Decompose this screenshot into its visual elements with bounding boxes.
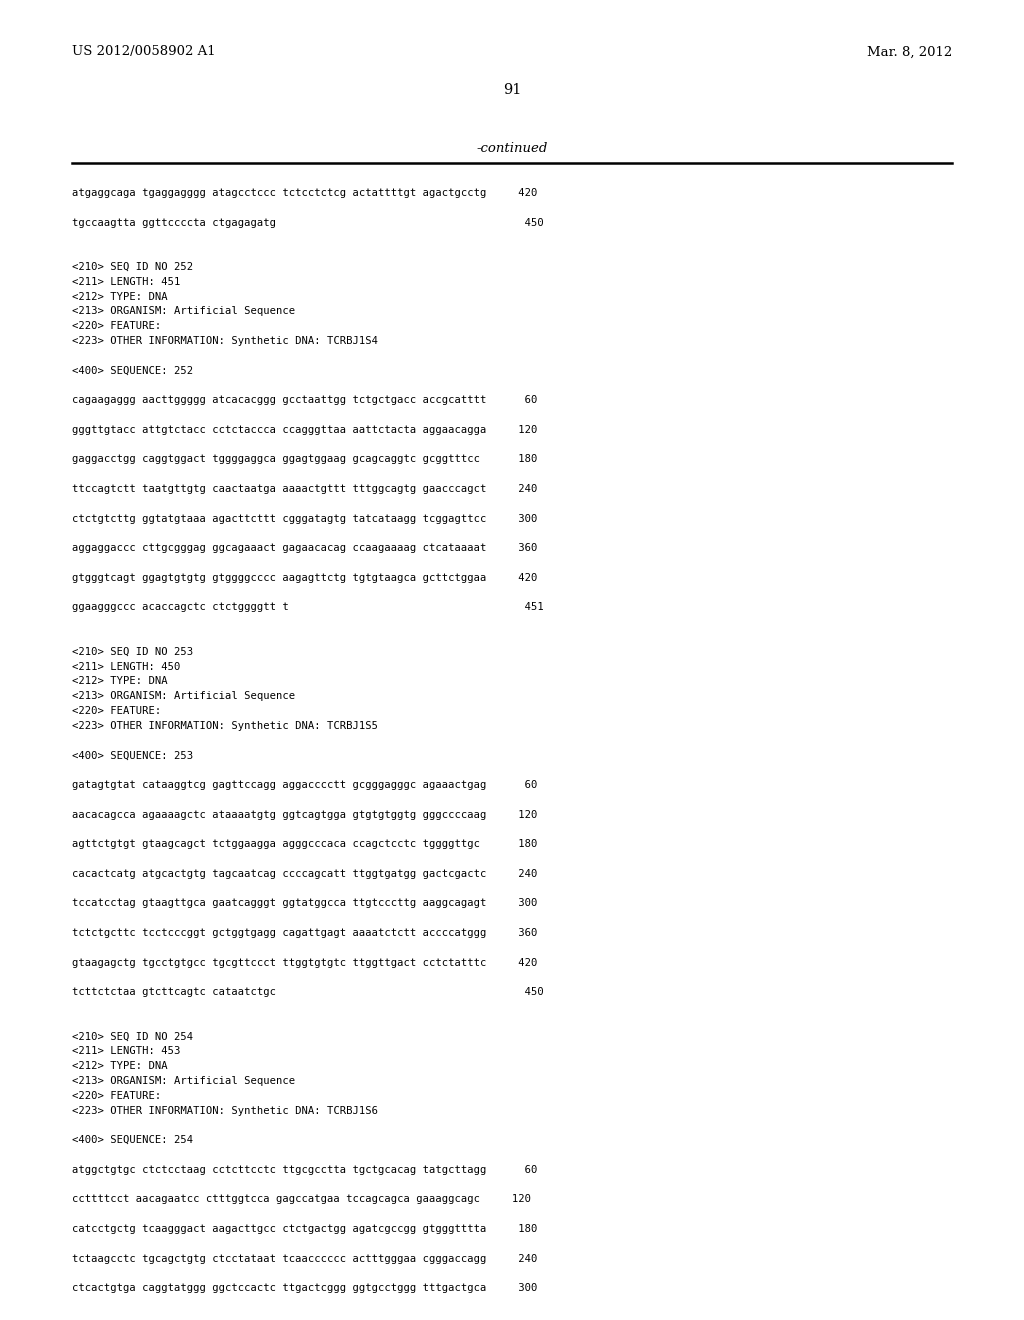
Text: catcctgctg tcaagggact aagacttgcc ctctgactgg agatcgccgg gtgggtttta     180: catcctgctg tcaagggact aagacttgcc ctctgac… [72, 1224, 538, 1234]
Text: aggaggaccc cttgcgggag ggcagaaact gagaacacag ccaagaaaag ctcataaaat     360: aggaggaccc cttgcgggag ggcagaaact gagaaca… [72, 544, 538, 553]
Text: gatagtgtat cataaggtcg gagttccagg aggacccctt gcgggagggc agaaactgag      60: gatagtgtat cataaggtcg gagttccagg aggaccc… [72, 780, 538, 789]
Text: <213> ORGANISM: Artificial Sequence: <213> ORGANISM: Artificial Sequence [72, 1076, 295, 1086]
Text: <211> LENGTH: 450: <211> LENGTH: 450 [72, 661, 180, 672]
Text: tccatcctag gtaagttgca gaatcagggt ggtatggcca ttgtcccttg aaggcagagt     300: tccatcctag gtaagttgca gaatcagggt ggtatgg… [72, 899, 538, 908]
Text: <220> FEATURE:: <220> FEATURE: [72, 321, 161, 331]
Text: <212> TYPE: DNA: <212> TYPE: DNA [72, 676, 168, 686]
Text: cacactcatg atgcactgtg tagcaatcag ccccagcatt ttggtgatgg gactcgactc     240: cacactcatg atgcactgtg tagcaatcag ccccagc… [72, 869, 538, 879]
Text: <213> ORGANISM: Artificial Sequence: <213> ORGANISM: Artificial Sequence [72, 306, 295, 317]
Text: tcttctctaa gtcttcagtc cataatctgc                                       450: tcttctctaa gtcttcagtc cataatctgc 450 [72, 987, 544, 997]
Text: tctaagcctc tgcagctgtg ctcctataat tcaacccccc actttgggaa cgggaccagg     240: tctaagcctc tgcagctgtg ctcctataat tcaaccc… [72, 1254, 538, 1263]
Text: <400> SEQUENCE: 252: <400> SEQUENCE: 252 [72, 366, 194, 376]
Text: agttctgtgt gtaagcagct tctggaagga agggcccaca ccagctcctc tggggttgc      180: agttctgtgt gtaagcagct tctggaagga agggccc… [72, 840, 538, 849]
Text: <400> SEQUENCE: 254: <400> SEQUENCE: 254 [72, 1135, 194, 1146]
Text: <212> TYPE: DNA: <212> TYPE: DNA [72, 1061, 168, 1072]
Text: <223> OTHER INFORMATION: Synthetic DNA: TCRBJ1S5: <223> OTHER INFORMATION: Synthetic DNA: … [72, 721, 378, 731]
Text: ccttttcct aacagaatcc ctttggtcca gagccatgaa tccagcagca gaaaggcagc     120: ccttttcct aacagaatcc ctttggtcca gagccatg… [72, 1195, 531, 1204]
Text: <210> SEQ ID NO 253: <210> SEQ ID NO 253 [72, 647, 194, 657]
Text: <220> FEATURE:: <220> FEATURE: [72, 706, 161, 715]
Text: ctctgtcttg ggtatgtaaa agacttcttt cgggatagtg tatcataagg tcggagttcc     300: ctctgtcttg ggtatgtaaa agacttcttt cgggata… [72, 513, 538, 524]
Text: <223> OTHER INFORMATION: Synthetic DNA: TCRBJ1S6: <223> OTHER INFORMATION: Synthetic DNA: … [72, 1106, 378, 1115]
Text: atggctgtgc ctctcctaag cctcttcctc ttgcgcctta tgctgcacag tatgcttagg      60: atggctgtgc ctctcctaag cctcttcctc ttgcgcc… [72, 1164, 538, 1175]
Text: <211> LENGTH: 453: <211> LENGTH: 453 [72, 1047, 180, 1056]
Text: cagaagaggg aacttggggg atcacacggg gcctaattgg tctgctgacc accgcatttt      60: cagaagaggg aacttggggg atcacacggg gcctaat… [72, 395, 538, 405]
Text: <223> OTHER INFORMATION: Synthetic DNA: TCRBJ1S4: <223> OTHER INFORMATION: Synthetic DNA: … [72, 337, 378, 346]
Text: <220> FEATURE:: <220> FEATURE: [72, 1090, 161, 1101]
Text: <212> TYPE: DNA: <212> TYPE: DNA [72, 292, 168, 301]
Text: <211> LENGTH: 451: <211> LENGTH: 451 [72, 277, 180, 286]
Text: tctctgcttc tcctcccggt gctggtgagg cagattgagt aaaatctctt accccatggg     360: tctctgcttc tcctcccggt gctggtgagg cagattg… [72, 928, 538, 939]
Text: <213> ORGANISM: Artificial Sequence: <213> ORGANISM: Artificial Sequence [72, 692, 295, 701]
Text: gtgggtcagt ggagtgtgtg gtggggcccc aagagttctg tgtgtaagca gcttctggaa     420: gtgggtcagt ggagtgtgtg gtggggcccc aagagtt… [72, 573, 538, 583]
Text: ggaagggccc acaccagctc ctctggggtt t                                     451: ggaagggccc acaccagctc ctctggggtt t 451 [72, 602, 544, 612]
Text: gggttgtacc attgtctacc cctctaccca ccagggttaa aattctacta aggaacagga     120: gggttgtacc attgtctacc cctctaccca ccagggt… [72, 425, 538, 434]
Text: <400> SEQUENCE: 253: <400> SEQUENCE: 253 [72, 750, 194, 760]
Text: 91: 91 [503, 83, 521, 96]
Text: Mar. 8, 2012: Mar. 8, 2012 [866, 45, 952, 58]
Text: <210> SEQ ID NO 252: <210> SEQ ID NO 252 [72, 261, 194, 272]
Text: <210> SEQ ID NO 254: <210> SEQ ID NO 254 [72, 1032, 194, 1041]
Text: -continued: -continued [476, 141, 548, 154]
Text: US 2012/0058902 A1: US 2012/0058902 A1 [72, 45, 216, 58]
Text: gaggacctgg caggtggact tggggaggca ggagtggaag gcagcaggtc gcggtttcc      180: gaggacctgg caggtggact tggggaggca ggagtgg… [72, 454, 538, 465]
Text: atgaggcaga tgaggagggg atagcctccc tctcctctcg actattttgt agactgcctg     420: atgaggcaga tgaggagggg atagcctccc tctcctc… [72, 187, 538, 198]
Text: ttccagtctt taatgttgtg caactaatga aaaactgttt tttggcagtg gaacccagct     240: ttccagtctt taatgttgtg caactaatga aaaactg… [72, 484, 538, 494]
Text: tgccaagtta ggttccccta ctgagagatg                                       450: tgccaagtta ggttccccta ctgagagatg 450 [72, 218, 544, 227]
Text: gtaagagctg tgcctgtgcc tgcgttccct ttggtgtgtc ttggttgact cctctatttc     420: gtaagagctg tgcctgtgcc tgcgttccct ttggtgt… [72, 957, 538, 968]
Text: aacacagcca agaaaagctc ataaaatgtg ggtcagtgga gtgtgtggtg gggccccaag     120: aacacagcca agaaaagctc ataaaatgtg ggtcagt… [72, 809, 538, 820]
Text: ctcactgtga caggtatggg ggctccactc ttgactcggg ggtgcctggg tttgactgca     300: ctcactgtga caggtatggg ggctccactc ttgactc… [72, 1283, 538, 1294]
